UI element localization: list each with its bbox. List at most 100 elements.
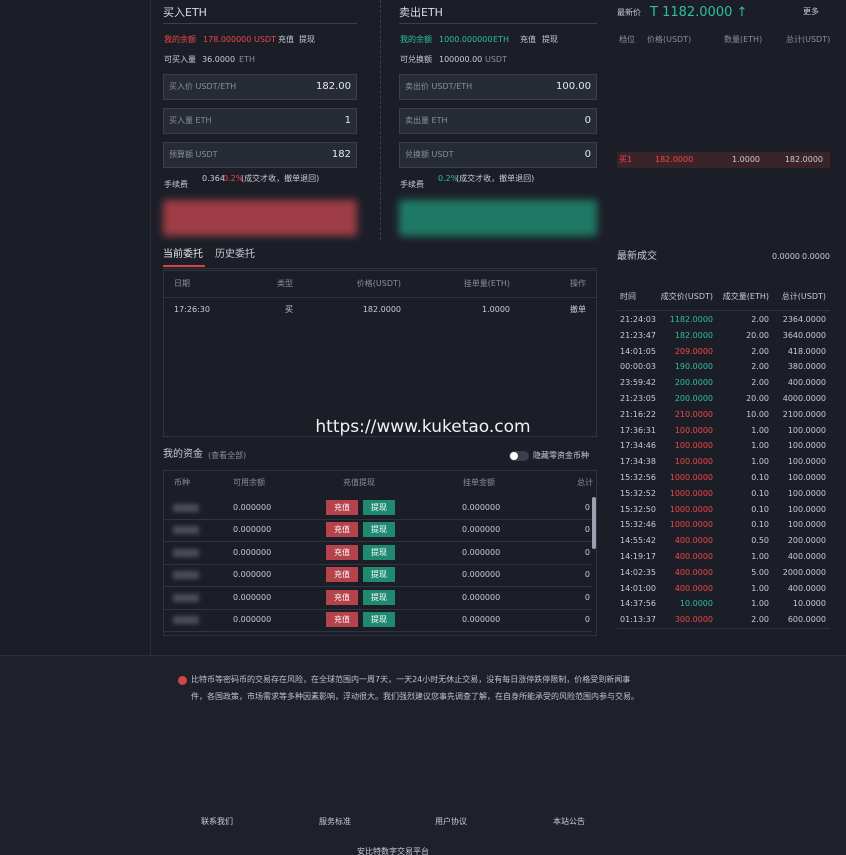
footer-link[interactable]: 用户协议 — [435, 817, 467, 826]
trades-stat: 0.0000 — [802, 252, 830, 261]
trade-time: 14:02:35 — [620, 567, 656, 577]
input-price[interactable] — [163, 74, 357, 100]
ticker-price: T 1182.0000 ↑ — [650, 4, 748, 20]
deposit-link[interactable]: 充值 — [520, 35, 536, 44]
panel-title: 买入ETH — [163, 5, 207, 19]
trade-price: 1000.0000 — [669, 473, 713, 482]
deposit-btn[interactable] — [326, 612, 358, 627]
balance: 1000.000000 — [439, 35, 493, 44]
trades-header: 成交价(USDT) — [660, 292, 713, 301]
trade-price: 100.0000 — [674, 425, 713, 435]
input-price[interactable] — [399, 74, 597, 100]
funds-header: 总计 — [577, 478, 593, 487]
trade-amount: 0.10 — [751, 473, 769, 482]
orders-cell: 买 — [285, 305, 293, 314]
trade-time: 17:36:31 — [620, 425, 656, 435]
deposit-btn[interactable] — [326, 500, 358, 515]
risk-warning: 比特币等密码币的交易存在风险，在全球范围内一周7天，一天24小时无休止交易，没有… — [191, 675, 639, 701]
footer-bg — [0, 655, 846, 855]
trade-total: 2100.0000 — [782, 409, 826, 419]
submit-button[interactable] — [399, 200, 597, 236]
trade-price: 100.0000 — [674, 441, 713, 451]
deposit-btn-label[interactable]: 充值 — [334, 547, 350, 557]
available: 100000.00 — [439, 55, 483, 64]
withdraw-link[interactable]: 提现 — [542, 35, 558, 44]
withdraw-btn-label[interactable]: 提现 — [371, 547, 387, 557]
trade-total: 2000.0000 — [782, 567, 826, 577]
withdraw-link[interactable]: 提现 — [299, 35, 315, 44]
withdraw-btn-label[interactable]: 提现 — [371, 592, 387, 602]
trade-amount: 2.00 — [751, 378, 769, 388]
withdraw-btn[interactable] — [363, 544, 395, 560]
withdraw-btn-label[interactable]: 提现 — [371, 503, 387, 512]
withdraw-btn-label[interactable]: 提现 — [371, 615, 387, 624]
toggle[interactable] — [509, 451, 529, 461]
input-total[interactable] — [399, 142, 597, 168]
available: 36.0000 — [202, 55, 236, 64]
deposit-btn-label[interactable]: 充值 — [334, 592, 350, 602]
trade-amount: 2.00 — [751, 362, 769, 372]
trade-total: 418.0000 — [787, 346, 826, 356]
row-line — [164, 541, 592, 543]
deposit-btn-label[interactable]: 充值 — [334, 525, 350, 535]
orders-cell[interactable]: 撤单 — [570, 305, 586, 314]
deposit-btn[interactable] — [326, 567, 358, 583]
deposit-link[interactable]: 充值 — [278, 35, 294, 44]
trade-amount: 2.00 — [751, 315, 769, 324]
withdraw-btn[interactable] — [363, 500, 395, 515]
funds-header: 挂单金额 — [463, 478, 495, 487]
footer-link[interactable]: 服务标准 — [319, 817, 351, 826]
funds-scrollbar — [592, 497, 596, 549]
title-underline — [399, 23, 597, 24]
withdraw-btn-label[interactable]: 提现 — [371, 525, 387, 535]
fee-note: (成交才收，撤单退回) — [241, 174, 320, 183]
orderbook-header: 档位 — [619, 35, 635, 44]
footer-link[interactable]: 联系我们 — [201, 817, 233, 826]
trade-amount: 1.00 — [751, 457, 769, 467]
deposit-btn[interactable] — [326, 544, 358, 560]
deposit-btn-label[interactable]: 充值 — [334, 570, 350, 580]
order-tab[interactable]: 当前委托 — [163, 249, 203, 260]
input-amount[interactable] — [163, 108, 357, 134]
orders-header: 日期 — [174, 279, 190, 288]
footer-link[interactable]: 本站公告 — [553, 817, 585, 826]
withdraw-btn[interactable] — [363, 612, 395, 627]
submit-button[interactable] — [163, 200, 357, 236]
withdraw-btn-label[interactable]: 提现 — [371, 570, 387, 580]
trade-price: 190.0000 — [674, 362, 713, 372]
trade-time: 14:19:17 — [620, 552, 656, 561]
input-total[interactable] — [163, 142, 357, 168]
trade-total: 600.0000 — [787, 615, 826, 625]
more-link[interactable]: 更多 — [803, 7, 819, 16]
tab-underline — [163, 265, 205, 267]
trade-time: 14:01:05 — [620, 346, 656, 356]
withdraw-btn[interactable] — [363, 567, 395, 583]
funds-header: 充值提现 — [343, 478, 375, 487]
withdraw-btn[interactable] — [363, 589, 395, 605]
fee: 0.364 — [202, 174, 225, 183]
input-label: 兑换额 USDT — [405, 150, 454, 159]
trade-time: 15:32:50 — [620, 504, 656, 514]
input-amount[interactable] — [399, 108, 597, 134]
trade-price: 1000.0000 — [669, 504, 713, 514]
trade-price: 210.0000 — [674, 409, 713, 419]
orders-header: 挂单量(ETH) — [463, 279, 510, 288]
deposit-btn-label[interactable]: 充值 — [334, 503, 350, 512]
balance-label: 我的余额 — [400, 35, 432, 44]
trade-time: 21:24:03 — [620, 315, 656, 324]
input-value: 1 — [344, 115, 351, 126]
deposit-btn[interactable] — [326, 522, 358, 538]
orders-table — [163, 270, 597, 437]
withdraw-btn[interactable] — [363, 522, 395, 538]
left-border — [150, 0, 151, 655]
row-line — [164, 563, 592, 565]
view-all-link[interactable]: (查看全部) — [208, 451, 247, 460]
trade-time: 14:01:00 — [620, 583, 656, 593]
trade-amount: 20.00 — [746, 330, 769, 340]
deposit-btn[interactable] — [326, 589, 358, 605]
trade-price: 209.0000 — [674, 346, 713, 356]
deposit-btn-label[interactable]: 充值 — [334, 615, 350, 624]
row-line — [164, 519, 592, 520]
order-tab[interactable]: 历史委托 — [215, 249, 255, 260]
